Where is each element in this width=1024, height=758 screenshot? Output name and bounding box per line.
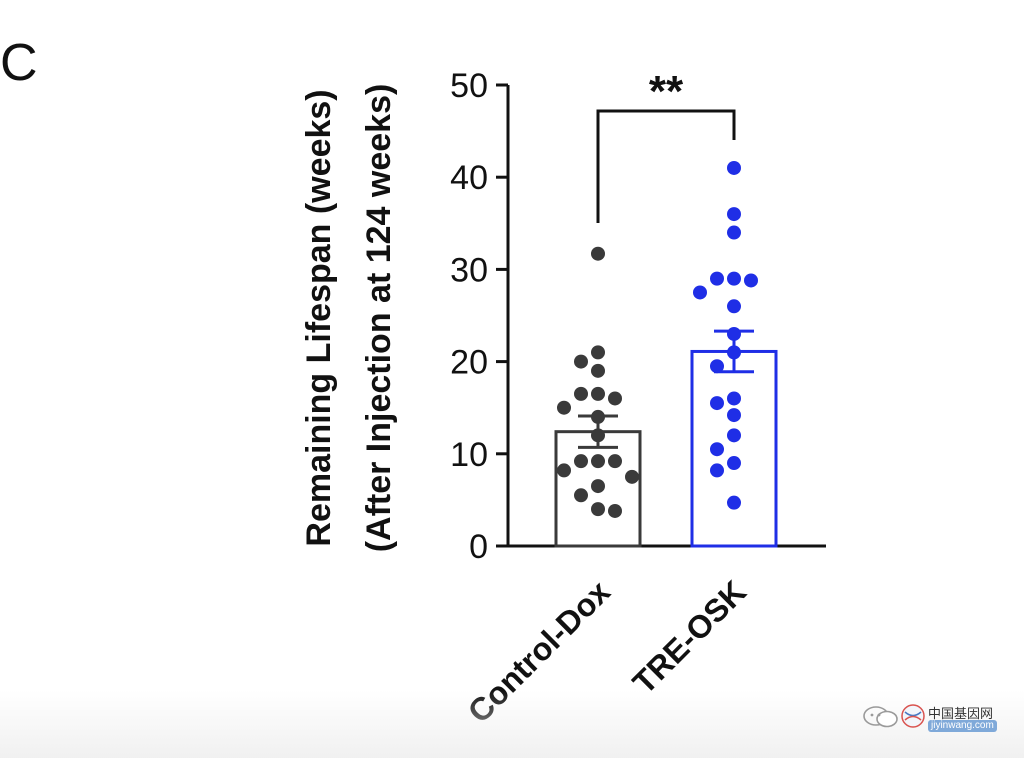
data-point: [727, 428, 741, 443]
data-point: [574, 386, 588, 401]
data-point: [727, 271, 741, 286]
data-point: [710, 396, 724, 411]
data-point: [591, 409, 605, 424]
data-point: [591, 454, 605, 469]
y-axis-title-line2: (After Injection at 124 weeks): [360, 84, 398, 553]
data-point: [574, 454, 588, 469]
data-point: [710, 442, 724, 457]
data-point: [557, 463, 571, 478]
data-point: [727, 160, 741, 175]
significance-label: **: [649, 67, 684, 116]
data-point: [727, 299, 741, 314]
panel-label: C: [0, 34, 38, 92]
data-point: [608, 454, 622, 469]
data-point: [693, 285, 707, 300]
data-point: [710, 463, 724, 478]
y-tick-label: 0: [469, 528, 488, 566]
significance-bracket: [596, 109, 736, 223]
y-tick-label: 30: [450, 251, 488, 289]
globe-logo-icon: [901, 704, 925, 728]
watermark-url: jiyinwang.com: [928, 720, 997, 732]
data-point: [557, 400, 571, 415]
y-tick-label: 50: [450, 67, 488, 105]
watermark-name: 中国基因网: [928, 707, 994, 722]
data-point: [727, 207, 741, 222]
y-axis-title: Remaining Lifespan (weeks) (After Inject…: [300, 84, 398, 553]
data-point: [574, 488, 588, 503]
data-point: [591, 479, 605, 494]
data-point: [744, 273, 758, 288]
data-point: [727, 408, 741, 423]
data-point: [591, 386, 605, 401]
data-point: [591, 246, 605, 261]
data-point: [625, 469, 639, 484]
y-tick-label: 40: [450, 159, 488, 197]
chat-bubble-icon: [863, 706, 898, 728]
data-point: [727, 456, 741, 471]
data-point: [710, 359, 724, 374]
watermark: 中国基因网 jiyinwang.com: [862, 698, 1012, 738]
y-axis-title-line1: Remaining Lifespan (weeks): [300, 89, 338, 546]
data-point: [727, 326, 741, 341]
data-point: [710, 271, 724, 286]
data-point: [591, 502, 605, 517]
data-point: [608, 391, 622, 406]
data-point: [591, 345, 605, 360]
y-tick-label: 20: [450, 344, 488, 382]
x-tick-label: Control-Dox: [461, 573, 617, 729]
x-tick-label: TRE-OSK: [626, 573, 753, 700]
y-tick-label: 10: [450, 436, 488, 474]
data-point: [727, 495, 741, 510]
data-point: [727, 391, 741, 406]
data-point: [727, 345, 741, 360]
plot-area: 0 10 20 30 40 50 Control-Dox TRE-OSK **: [450, 67, 826, 730]
data-point: [591, 428, 605, 443]
data-point: [608, 503, 622, 518]
data-point: [591, 363, 605, 378]
data-point: [727, 225, 741, 240]
bar-tre-osk: [690, 349, 778, 548]
data-point: [574, 354, 588, 369]
